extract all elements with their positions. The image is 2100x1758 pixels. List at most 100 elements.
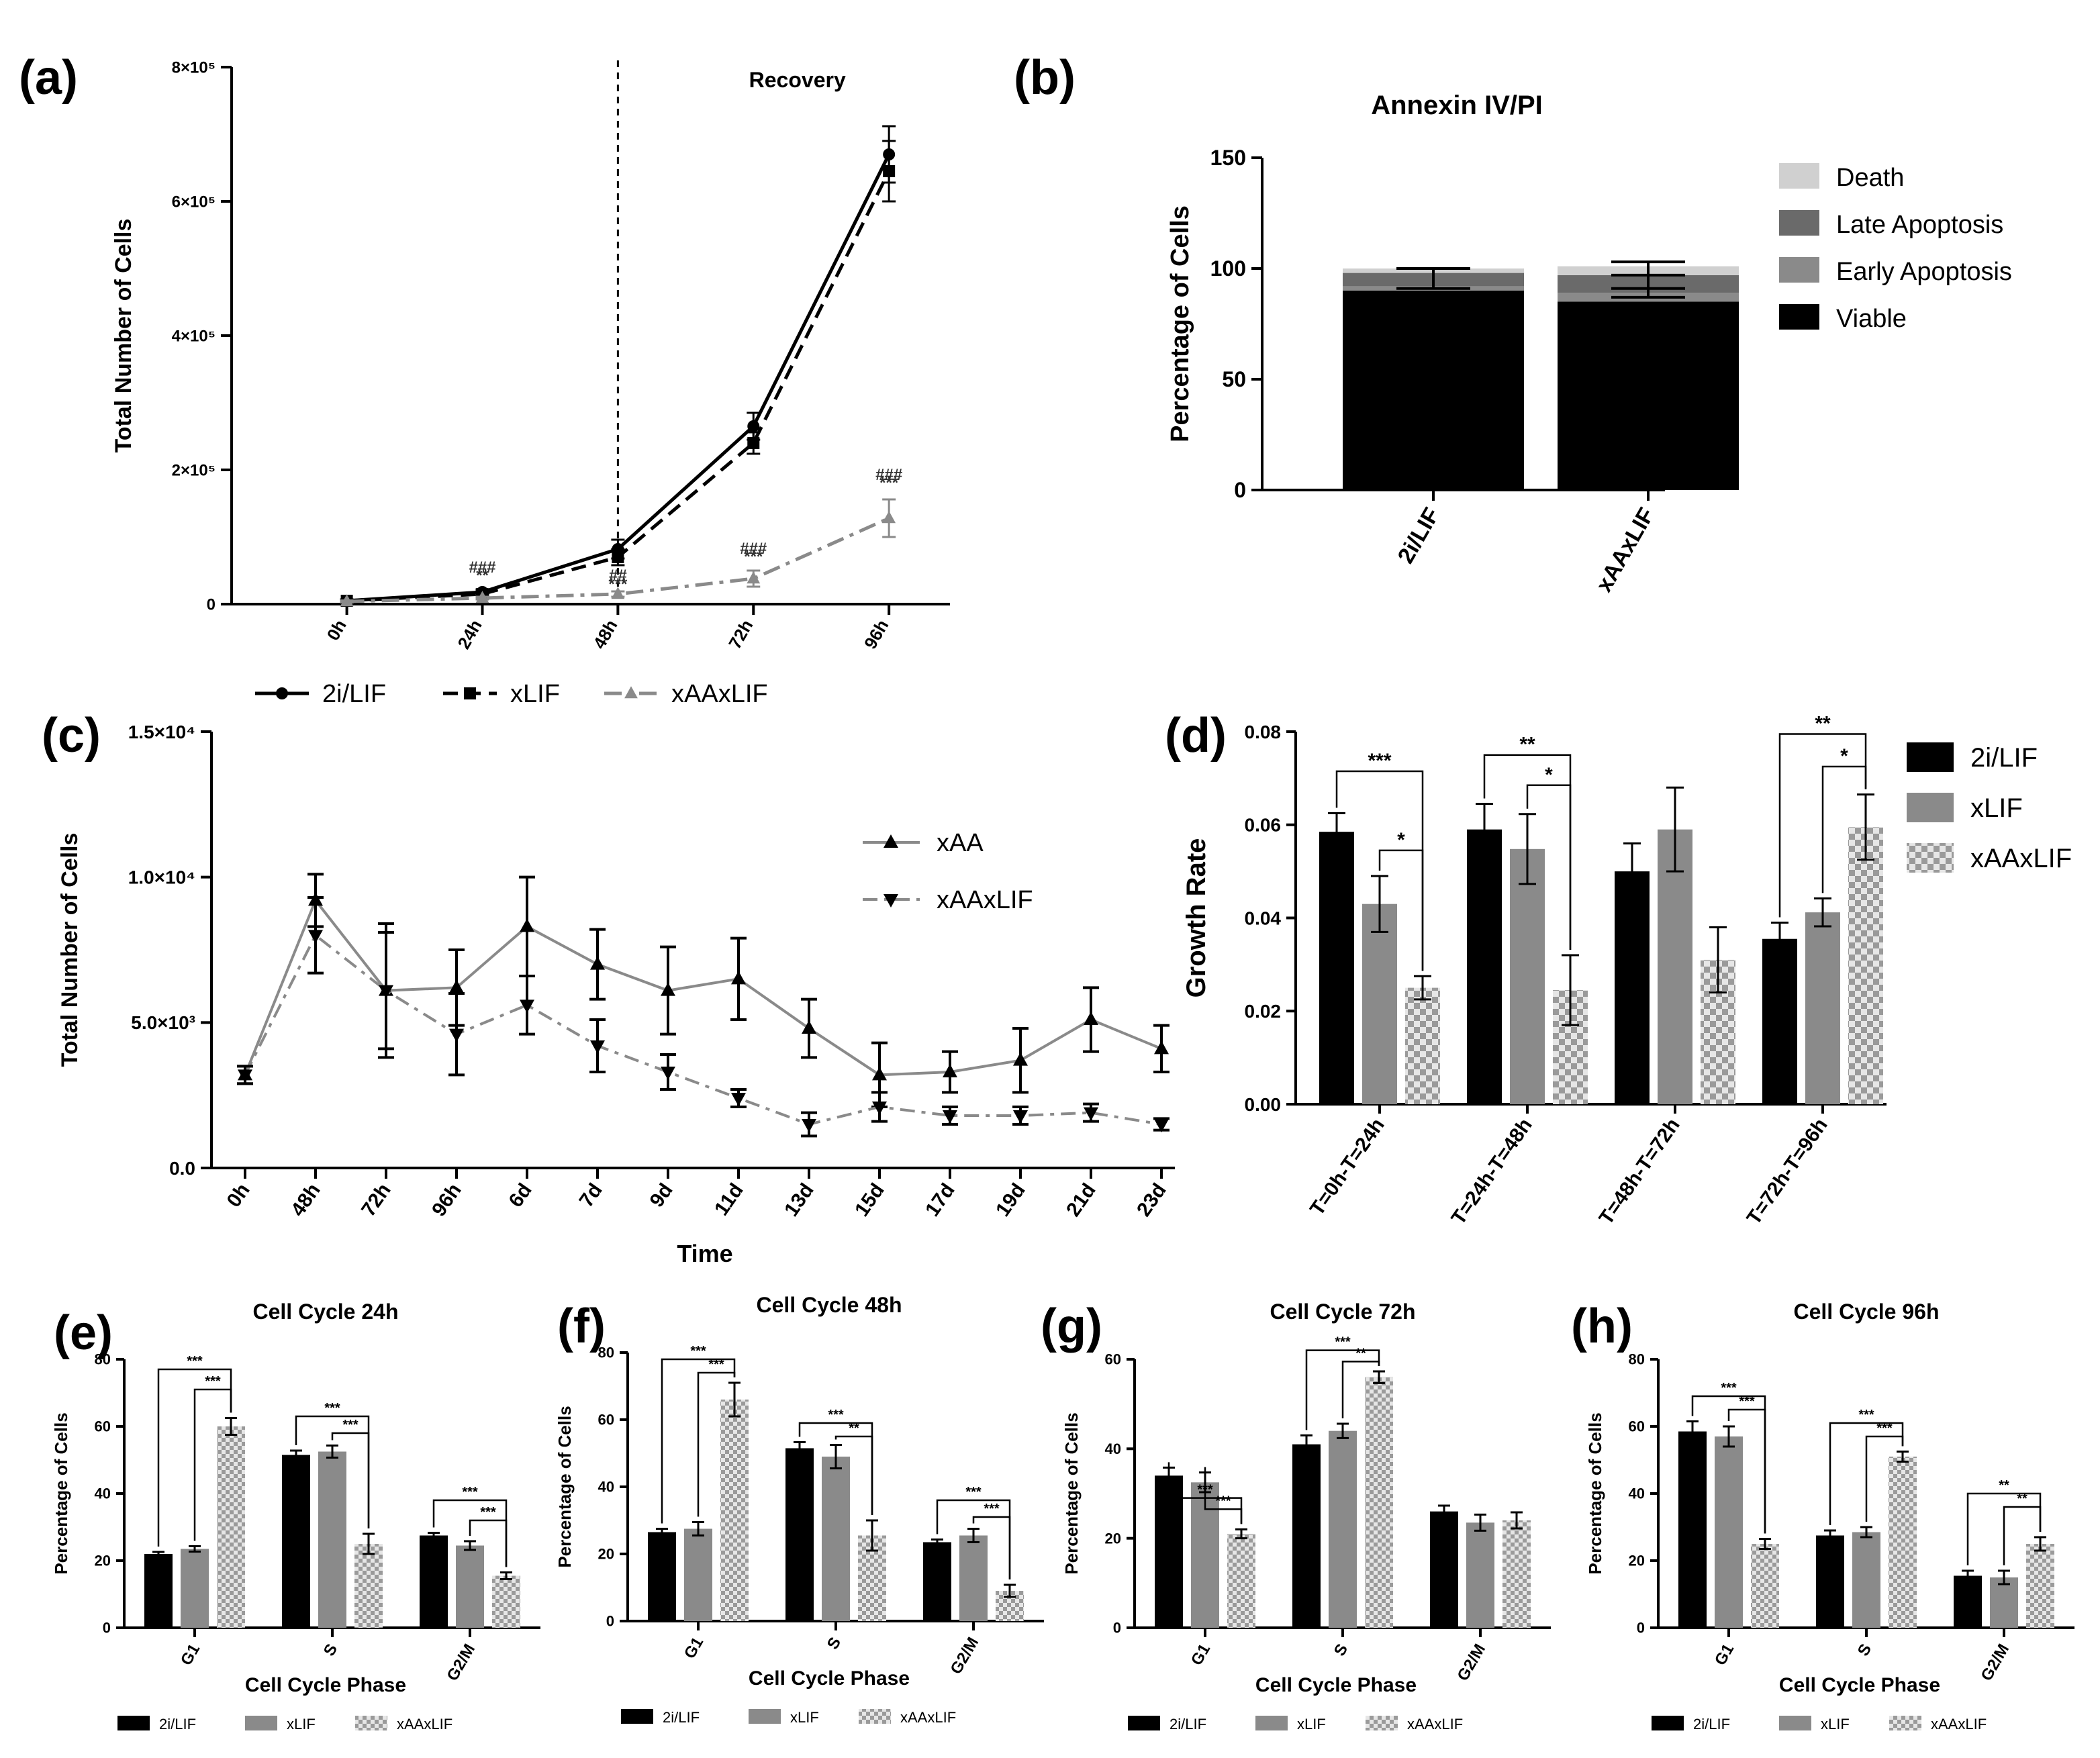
- c-x-tick-label: 48h: [287, 1179, 325, 1220]
- panel-e-cell-cycle-24h: Cell Cycle 24h 0 20 40 60 80 Percentage of Cel…: [51, 1300, 540, 1732]
- g-legend-label-xLIF: xLIF: [1297, 1716, 1326, 1732]
- d-significance-mark: **: [1519, 734, 1535, 756]
- e-y-axis-label: Percentage of Cells: [51, 1412, 71, 1574]
- d-legend-label-2i/LIF: 2i/LIF: [1970, 743, 2038, 773]
- h-bar-xAAxLIF: [1889, 1457, 1917, 1628]
- c-legend-label-xAAxLIF: xAAxLIF: [937, 886, 1033, 914]
- c-x-tick-label: 6d: [505, 1179, 536, 1212]
- f-bar-2i/LIF: [648, 1532, 676, 1621]
- c-x-tick-label: 21d: [1062, 1179, 1100, 1220]
- b-legend-label: Late Apoptosis: [1836, 211, 2003, 239]
- panel-letter-f: (f): [557, 1300, 606, 1353]
- g-bar-2i/LIF: [1430, 1511, 1458, 1628]
- c-legend-label-xAA: xAA: [937, 829, 984, 857]
- h-y-tick-label: 80: [1629, 1351, 1645, 1368]
- e-significance-bracket: [331, 1432, 370, 1528]
- panel-g-cell-cycle-72h: Cell Cycle 72h 0 20 40 60 Percentage of Cells…: [1061, 1300, 1551, 1732]
- a-legend-marker-xLIF: [464, 687, 476, 699]
- c-series-line-xAAxLIF: [244, 933, 1162, 1126]
- c-point-xAA: [731, 971, 746, 985]
- d-bar-xAAxLIF: [1848, 827, 1883, 1104]
- f-significance-mark: ***: [965, 1485, 982, 1500]
- g-bar-2i/LIF: [1155, 1475, 1183, 1628]
- c-legend-marker-xAA: [884, 834, 898, 848]
- d-significance-bracket: [1821, 765, 1867, 893]
- d-bar-xAAxLIF: [1405, 987, 1440, 1104]
- a-y-tick-label: 0: [207, 595, 216, 614]
- e-bar-xLIF: [181, 1549, 209, 1628]
- d-y-axis-label: Growth Rate: [1182, 838, 1211, 998]
- d-bar-xLIF: [1362, 904, 1397, 1104]
- f-legend-swatch-2i/LIF: [621, 1709, 653, 1724]
- d-significance-mark: **: [1815, 712, 1831, 734]
- c-y-tick-label: 0.0: [169, 1158, 195, 1179]
- e-y-tick-label: 0: [103, 1620, 111, 1637]
- panel-c-long-term-growth: 0.0 5.0×10³ 1.0×10⁴ 1.5×10⁴ Total Number of …: [57, 722, 1175, 1267]
- h-legend-swatch-xLIF: [1779, 1716, 1811, 1730]
- c-x-tick-label: 13d: [780, 1179, 818, 1220]
- g-significance-mark: ***: [1215, 1494, 1231, 1508]
- e-significance-mark: ***: [462, 1485, 478, 1500]
- c-x-tick-label: 7d: [575, 1179, 607, 1212]
- d-y-tick-label: 0.02: [1245, 1001, 1282, 1022]
- h-y-tick-label: 60: [1629, 1418, 1645, 1435]
- a-point-xLIF: [883, 165, 896, 177]
- b-x-tick-label: xAAxLIF: [1591, 503, 1660, 596]
- f-bar-2i/LIF: [923, 1542, 951, 1621]
- a-y-tick-label: 6×10⁵: [172, 193, 216, 211]
- f-bar-xLIF: [684, 1528, 712, 1621]
- f-legend-swatch-xLIF: [749, 1709, 781, 1724]
- h-bar-2i/LIF: [1678, 1431, 1707, 1628]
- g-x-tick-label: G1: [1188, 1641, 1214, 1669]
- f-bar-xAAxLIF: [720, 1400, 749, 1621]
- a-x-tick-label: 0h: [323, 616, 350, 644]
- f-legend-label-xLIF: xLIF: [790, 1709, 819, 1726]
- a-x-tick-label: 24h: [453, 616, 485, 652]
- panel-letter-b: (b): [1014, 51, 1076, 105]
- g-bar-xAAxLIF: [1227, 1534, 1255, 1628]
- f-significance-mark: ***: [828, 1408, 844, 1422]
- c-point-xAAxLIF: [520, 999, 534, 1014]
- d-legend-label-xLIF: xLIF: [1970, 793, 2023, 823]
- e-legend-swatch-xAAxLIF: [355, 1716, 387, 1730]
- e-legend-label-2i/LIF: 2i/LIF: [159, 1716, 196, 1732]
- panel-a-growth-curve: 0 2×10⁵ 4×10⁵ 6×10⁵ 8×10⁵ Total Number of Cel…: [111, 58, 950, 708]
- b-chart-title: Annexin IV/PI: [1371, 91, 1543, 120]
- e-chart-title: Cell Cycle 24h: [253, 1300, 399, 1324]
- c-y-tick-label: 1.5×10⁴: [128, 722, 195, 742]
- c-x-tick-label: 0h: [223, 1179, 254, 1212]
- f-chart-title: Cell Cycle 48h: [757, 1293, 902, 1317]
- g-legend-swatch-xAAxLIF: [1366, 1716, 1398, 1730]
- h-significance-bracket: [1865, 1435, 1904, 1522]
- c-y-tick-label: 5.0×10³: [131, 1012, 195, 1033]
- f-y-tick-label: 0: [606, 1613, 614, 1630]
- d-y-tick-label: 0.00: [1245, 1094, 1282, 1115]
- a-legend-marker-2i/LIF: [276, 687, 288, 699]
- a-x-tick-label: 72h: [724, 616, 757, 652]
- c-point-xAAxLIF: [731, 1093, 746, 1106]
- b-bar-Viable: [1558, 301, 1739, 490]
- g-y-tick-label: 40: [1105, 1440, 1121, 1457]
- f-bar-2i/LIF: [785, 1448, 814, 1621]
- a-x-tick-label: 96h: [860, 616, 892, 652]
- c-x-tick-label: 11d: [710, 1179, 748, 1220]
- f-x-tick-label: G1: [681, 1634, 707, 1662]
- e-bar-xLIF: [318, 1451, 346, 1628]
- e-significance-bracket: [469, 1519, 508, 1567]
- a-significance-mark: ###: [875, 466, 902, 484]
- b-y-tick-label: 50: [1222, 367, 1246, 391]
- a-y-tick-label: 8×10⁵: [172, 58, 216, 77]
- b-bar-Viable: [1343, 291, 1524, 490]
- e-legend-label-xLIF: xLIF: [287, 1716, 316, 1732]
- a-recovery-label: Recovery: [749, 68, 846, 92]
- a-point-xAAxLIF: [611, 587, 625, 599]
- e-bar-xLIF: [456, 1545, 484, 1628]
- b-legend-swatch: [1779, 257, 1819, 283]
- panel-letter-a: (a): [19, 51, 78, 105]
- e-significance-mark: ***: [324, 1401, 340, 1416]
- panel-d-growth-rate: 0.00 0.02 0.04 0.06 0.08 Growth Rate T=0h-T=24…: [1182, 712, 2072, 1228]
- d-significance-mark: *: [1397, 829, 1405, 851]
- h-bar-xLIF: [1990, 1577, 2018, 1628]
- a-significance-mark: **: [476, 567, 489, 585]
- a-point-xAAxLIF: [747, 571, 761, 584]
